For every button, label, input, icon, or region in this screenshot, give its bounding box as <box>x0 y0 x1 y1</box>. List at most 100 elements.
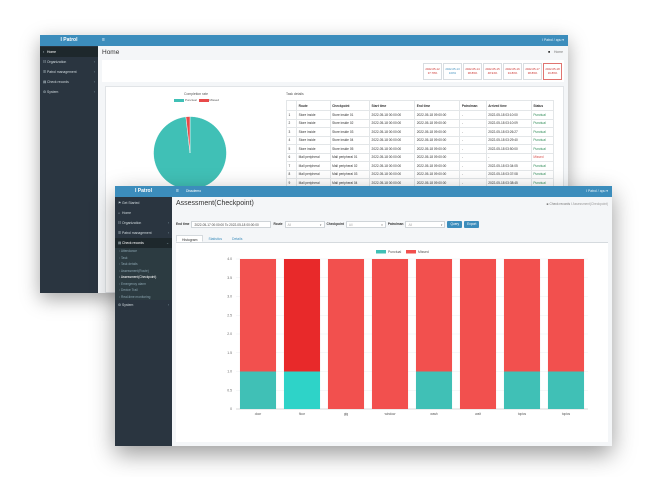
sidebar-item-system[interactable]: ⚙System › <box>40 87 98 97</box>
table-row[interactable]: 1 Store inside Store inside 01 2022-05-18 0… <box>285 110 555 120</box>
export-button[interactable]: Export <box>464 220 480 228</box>
x-tick-label: window <box>385 412 396 416</box>
home-icon[interactable]: ■ <box>547 50 550 54</box>
tab-statistics[interactable]: Statistics <box>208 237 223 241</box>
table-cell: Mall peripheral 03 <box>329 169 371 179</box>
sidebar-item-get-started[interactable]: ⚑Get Started <box>115 198 172 208</box>
hamburger-icon[interactable]: ≡ <box>102 37 105 43</box>
bar-missed-4[interactable] <box>415 259 453 372</box>
table-row[interactable]: 3 Store inside Store inside 03 2022-05-18 0… <box>285 127 555 137</box>
bar-missed-7[interactable] <box>547 259 585 372</box>
bar-missed-5[interactable] <box>459 259 497 409</box>
column-header[interactable]: Patrolman <box>459 100 487 111</box>
sub-nav-wrapper: ▫ Attendance ▫ Task ▫ Task details ▫ Assess… <box>115 248 172 300</box>
route-select[interactable]: All ▾ <box>284 220 325 228</box>
bar-missed-3[interactable] <box>371 259 409 409</box>
legend-label[interactable]: Missed <box>209 98 220 102</box>
x-tick-label: floor <box>299 412 306 416</box>
bar-punctual-6[interactable] <box>503 371 541 410</box>
column-header[interactable]: Start time <box>369 100 416 111</box>
top-bar: ≡ Dissdemo I Patrol / apu ▾ <box>172 186 612 197</box>
sidebar-item-organization[interactable]: ☷Organization › <box>40 57 98 67</box>
table-row[interactable]: 7 Mall peripheral Mall peripheral 02 2022-0… <box>285 161 555 171</box>
query-button[interactable]: Query <box>447 220 463 228</box>
sidebar-item-check-records[interactable]: ▤Check records ⌄ <box>115 238 172 248</box>
sidebar-nav: ⚑Get Started ⌂ Home ☷Organization › ☰Patrol m… <box>115 197 172 310</box>
sidebar-item-check-records[interactable]: ▤Check records › <box>40 77 98 87</box>
bar-missed-6[interactable] <box>503 259 541 372</box>
table-cell: 8 <box>285 169 298 179</box>
sidebar-item-patrol-management[interactable]: ☰Patrol management › <box>40 67 98 77</box>
column-header[interactable]: End time <box>414 100 461 111</box>
column-header[interactable] <box>285 100 298 111</box>
table-row[interactable]: 5 Store inside Store inside 05 2022-05-18 0… <box>285 144 555 154</box>
top-tab[interactable]: Dissdemo <box>186 189 202 193</box>
table-cell: 2022-05-18 09:00:00 <box>414 169 461 179</box>
sidebar-item-home[interactable]: ▪ Home <box>40 47 98 57</box>
legend-label[interactable]: Punctual <box>184 98 198 102</box>
bar-missed-1[interactable] <box>283 259 321 372</box>
table-cell: Mall peripheral <box>296 161 331 171</box>
column-header[interactable]: Arrived time <box>485 100 532 111</box>
table-row[interactable]: 8 Mall peripheral Mall peripheral 03 2022-0… <box>285 169 555 179</box>
column-header[interactable]: Checkpoint <box>329 100 371 111</box>
patrolman-select-value: All <box>408 222 412 227</box>
daily-rate-card[interactable]: 2022-05-14 38.89% <box>463 62 482 80</box>
sidebar-item-label: Organization <box>47 60 67 64</box>
daily-rate-card[interactable]: 2022-05-18 16.86% <box>543 62 562 80</box>
home-icon[interactable]: ■ <box>546 202 549 206</box>
sidebar-subitem-assessment-route[interactable]: ▫ Assessment(Route) <box>115 268 172 275</box>
main-content: ≡ Dissdemo I Patrol / apu ▾ Assessment(C… <box>172 186 612 446</box>
bar-punctual-1[interactable] <box>283 371 321 410</box>
sidebar-subitem-device-trail[interactable]: ▫ Device Trail <box>115 287 172 294</box>
table-cell: Store inside <box>296 110 331 120</box>
sidebar-item-label: Home <box>47 50 57 54</box>
checkpoint-select[interactable]: All ▾ <box>345 220 386 228</box>
y-tick-label: 1.0 <box>227 370 232 374</box>
sidebar-subitem-task-details[interactable]: ▫ Task details <box>115 261 172 268</box>
bullet-icon: ▫ <box>119 262 121 266</box>
x-tick-label: topics <box>518 412 527 416</box>
table-cell: Store inside 04 <box>329 135 371 145</box>
column-header[interactable]: Status <box>530 100 555 111</box>
user-menu[interactable]: I Patrol / apu ▾ <box>586 189 608 193</box>
breadcrumb-home[interactable]: Home <box>553 50 563 54</box>
bar-missed-2[interactable] <box>327 259 365 409</box>
assessment-window: I Patrol ⚑Get Started ⌂ Home ☷Organization ›… <box>115 186 612 446</box>
column-header[interactable]: Route <box>296 100 331 111</box>
end-time-input[interactable]: 2022-05-17 00:00:00 To 2022-05-18 00:00:… <box>191 220 272 228</box>
sidebar-subitem-attendance[interactable]: ▫ Attendance <box>115 248 172 255</box>
hamburger-icon[interactable]: ≡ <box>176 188 179 194</box>
table-row[interactable]: 4 Store inside Store inside 04 2022-05-18 0… <box>285 135 555 145</box>
tab-details[interactable]: Details <box>232 237 243 241</box>
daily-rate-card[interactable]: 2022-05-13 100% <box>443 62 462 80</box>
tab-histogram[interactable]: Histogram <box>176 235 204 242</box>
sidebar-item-patrol-management[interactable]: ☰Patrol management › <box>115 228 172 238</box>
home-icon: ▪ <box>43 50 45 54</box>
sidebar-subitem-emergency-alarm[interactable]: ▫ Emergency alarm <box>115 281 172 288</box>
daily-rate-card[interactable]: 2022-05-12 37.78% <box>423 62 442 80</box>
sidebar-item-home[interactable]: ⌂ Home <box>115 208 172 218</box>
legend-label-punctual[interactable]: Punctual <box>388 250 401 254</box>
sidebar-nav: ▪ Home ☷Organization › ☰Patrol management › ▤C… <box>40 46 98 97</box>
bar-punctual-0[interactable] <box>239 371 277 410</box>
home-dashboard-window: I Patrol ▪ Home ☷Organization › ☰Patrol mana… <box>40 35 568 293</box>
pie-slice-missed[interactable] <box>185 116 191 154</box>
sidebar-subitem-task[interactable]: ▫ Task <box>115 255 172 262</box>
breadcrumb-parent[interactable]: Check records <box>549 202 571 206</box>
bar-punctual-4[interactable] <box>415 371 453 410</box>
table-row[interactable]: 2 Store inside Store inside 02 2022-05-18 0… <box>285 118 555 128</box>
daily-rate-card[interactable]: 2022-05-16 34.80% <box>503 62 522 80</box>
legend-label-missed[interactable]: Missed <box>418 250 429 254</box>
user-menu[interactable]: I Patrol / apu ▾ <box>542 38 564 42</box>
sidebar-item-organization[interactable]: ☷Organization › <box>115 218 172 228</box>
bar-missed-0[interactable] <box>239 259 277 372</box>
bar-punctual-7[interactable] <box>547 371 585 410</box>
sidebar-item-system[interactable]: ⚙System › <box>115 300 172 310</box>
sidebar-subitem-assessment-checkpoint[interactable]: ▫ Assessment(Checkpoint) <box>115 274 172 281</box>
patrolman-select[interactable]: All ▾ <box>405 220 446 228</box>
table-row[interactable]: 6 Mall peripheral Mall peripheral 01 2022-0… <box>285 152 555 162</box>
sidebar-subitem-real-time-monitoring[interactable]: ▫ Real-time monitoring <box>115 294 172 301</box>
daily-rate-card[interactable]: 2022-05-17 38.89% <box>523 62 542 80</box>
daily-rate-card[interactable]: 2022-05-15 48.94% <box>483 62 502 80</box>
